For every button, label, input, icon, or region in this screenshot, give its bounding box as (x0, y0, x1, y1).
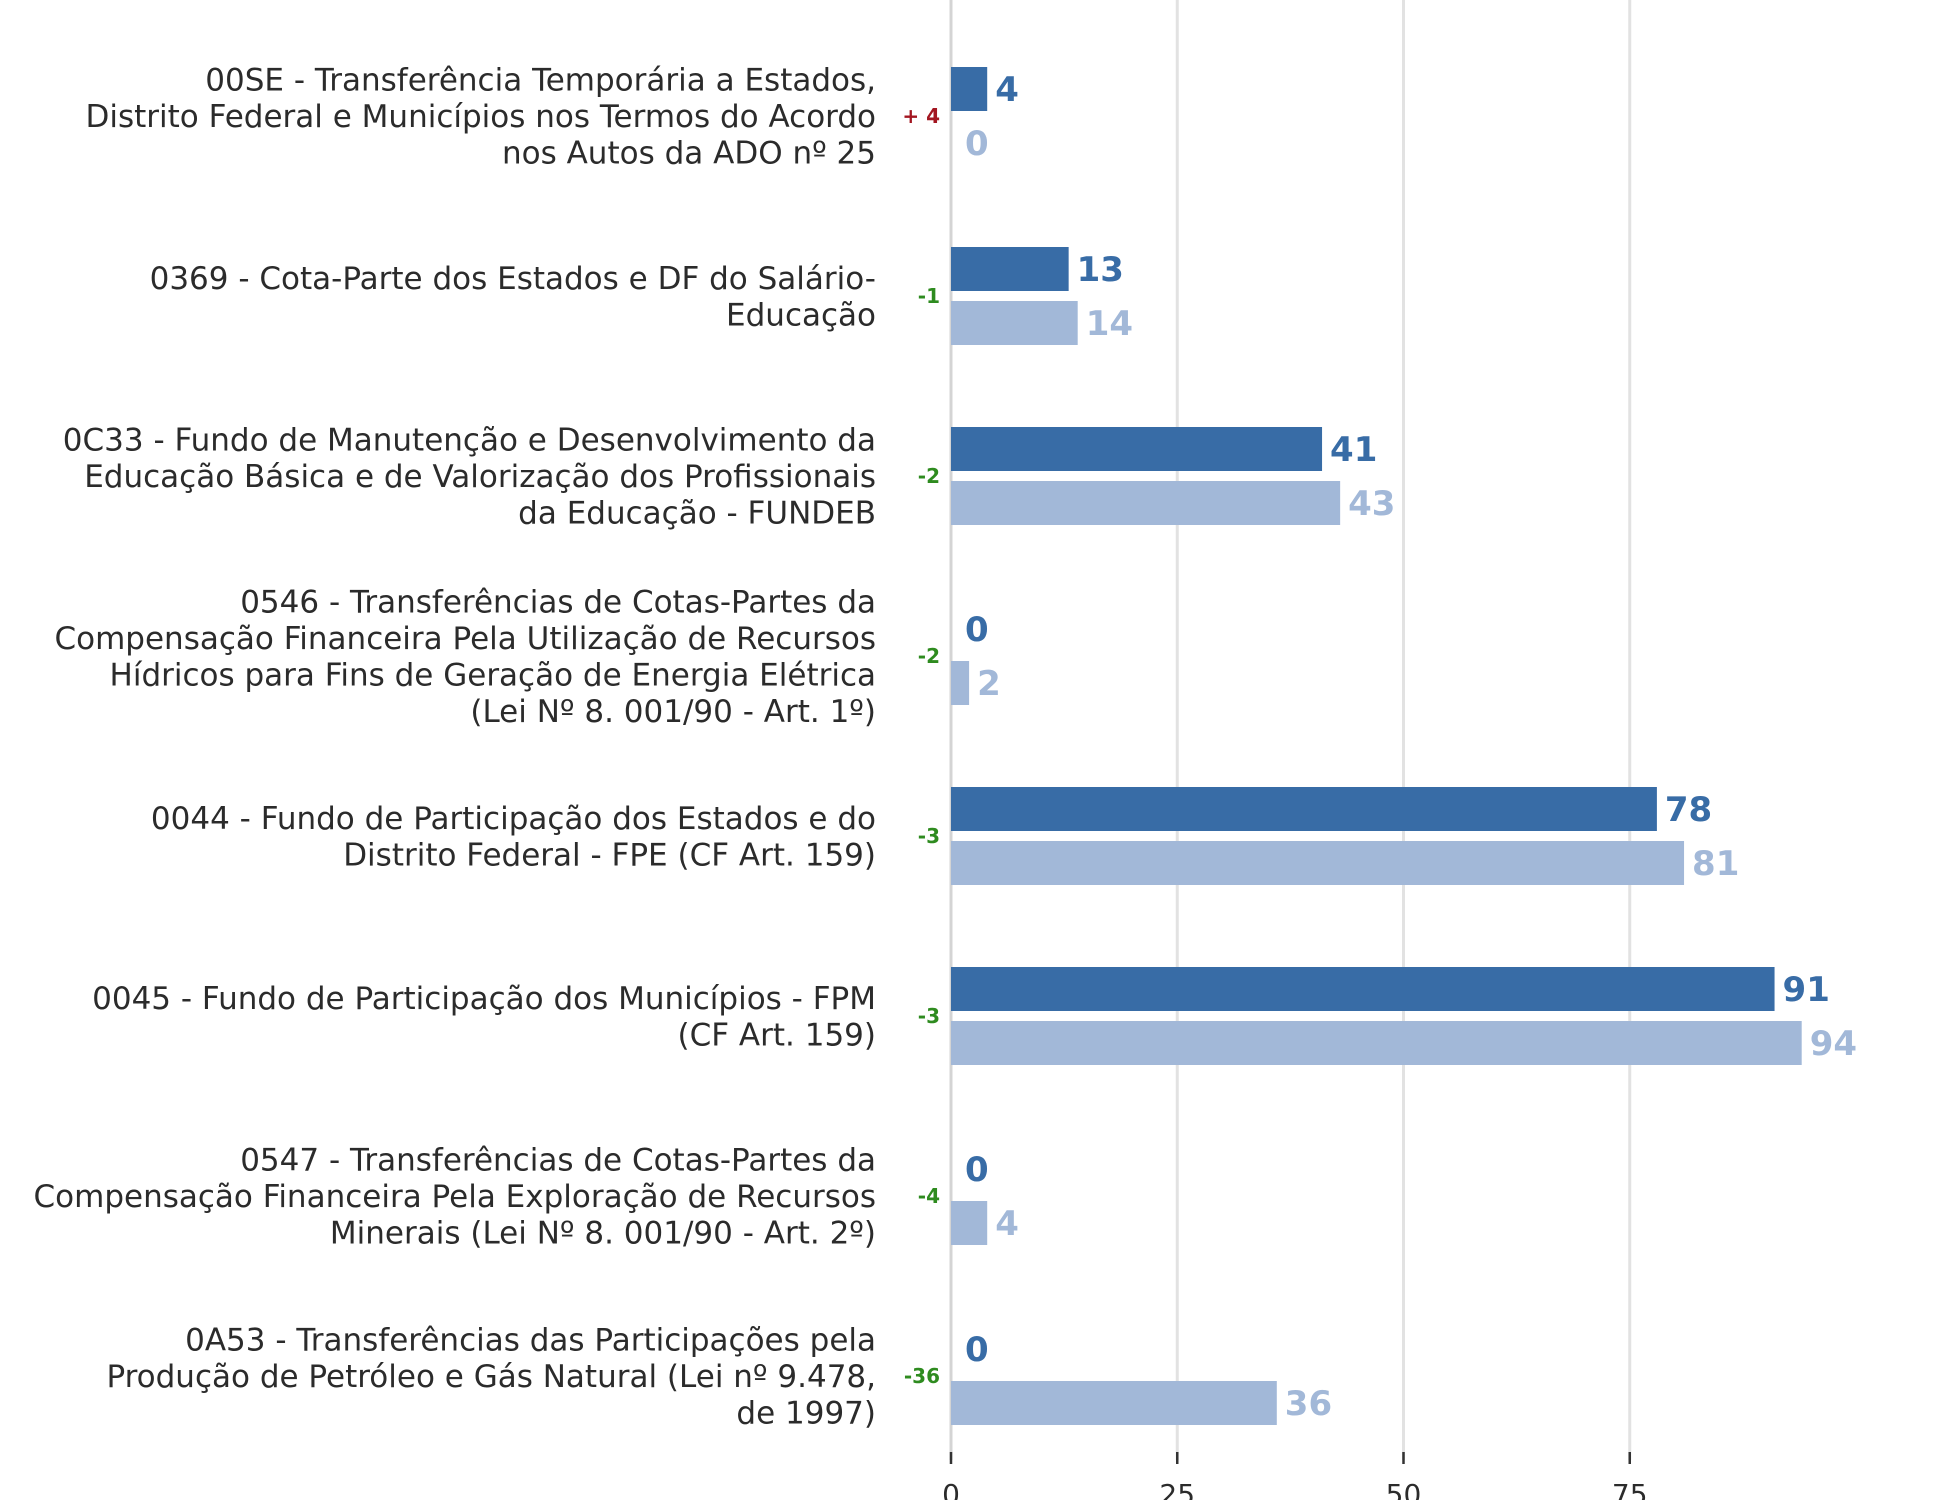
category-label: 0369 - Cota-Parte dos Estados e DF do Sa… (150, 261, 876, 334)
category-label: 00SE - Transferência Temporária a Estado… (85, 63, 876, 172)
category-label-line: 0369 - Cota-Parte dos Estados e DF do Sa… (150, 261, 876, 297)
bar (951, 661, 970, 705)
category-label-line: Compensação Financeira Pela Utilização d… (55, 621, 877, 657)
category-label-line: nos Autos da ADO nº 25 (502, 136, 876, 172)
data-label: 14 (1086, 304, 1133, 344)
category-label-line: Produção de Petróleo e Gás Natural (Lei … (106, 1359, 876, 1395)
category-label-line: (Lei Nº 8. 001/90 - Art. 1º) (470, 694, 876, 730)
data-label: 94 (1810, 1024, 1857, 1064)
x-tick-label: 50 (1386, 1478, 1422, 1500)
category-label-line: da Educação - FUNDEB (518, 496, 876, 532)
data-label: 36 (1285, 1384, 1332, 1424)
category-label-line: 0547 - Transferências de Cotas-Partes da (240, 1143, 876, 1179)
bar (951, 1381, 1277, 1425)
category-label-line: Educação (726, 297, 876, 333)
data-label: 0 (965, 124, 989, 164)
category-label-line: 0A53 - Transferências das Participações … (185, 1323, 876, 1359)
difference-label: -3 (918, 824, 940, 848)
data-label: 91 (1783, 970, 1830, 1010)
bar (951, 787, 1657, 831)
bar (951, 247, 1069, 291)
data-label: 43 (1348, 484, 1395, 524)
data-label: 0 (965, 610, 989, 650)
category-label-line: 0C33 - Fundo de Manutenção e Desenvolvim… (63, 423, 876, 459)
category-label-line: (CF Art. 159) (677, 1017, 876, 1053)
category-label-line: Compensação Financeira Pela Exploração d… (34, 1179, 876, 1215)
difference-label: -1 (918, 284, 940, 308)
x-tick-label: 25 (1159, 1478, 1195, 1500)
category-label-line: 00SE - Transferência Temporária a Estado… (205, 63, 876, 99)
category-label: 0C33 - Fundo de Manutenção e Desenvolvim… (63, 423, 876, 532)
difference-label: -3 (918, 1004, 940, 1028)
data-label: 4 (995, 70, 1019, 110)
category-label-line: 0045 - Fundo de Participação dos Municíp… (92, 981, 876, 1017)
category-label-line: de 1997) (736, 1396, 876, 1432)
data-label: 2 (977, 664, 1001, 704)
category-label-line: Distrito Federal e Municípios nos Termos… (85, 99, 876, 135)
data-label: 0 (965, 1150, 989, 1190)
difference-label: -2 (918, 644, 940, 668)
category-label: 0547 - Transferências de Cotas-Partes da… (34, 1143, 876, 1252)
category-label-line: 0044 - Fundo de Participação dos Estados… (151, 801, 876, 837)
data-label: 0 (965, 1330, 989, 1370)
category-label-line: Educação Básica e de Valorização dos Pro… (84, 459, 876, 495)
difference-label: -36 (904, 1364, 940, 1388)
category-label: 0546 - Transferências de Cotas-Partes da… (55, 584, 877, 730)
category-label-line: Hídricos para Fins de Geração de Energia… (110, 657, 876, 693)
bar (951, 1021, 1802, 1065)
difference-label: -4 (918, 1184, 940, 1208)
bar (951, 67, 988, 111)
difference-label: + 4 (902, 104, 940, 128)
grid-layer (949, 0, 1632, 1460)
data-label: 41 (1330, 430, 1377, 470)
category-label-line: Minerais (Lei Nº 8. 001/90 - Art. 2º) (330, 1216, 876, 1252)
difference-label: -2 (918, 464, 940, 488)
data-label: 81 (1692, 844, 1739, 884)
category-label: 0044 - Fundo de Participação dos Estados… (151, 801, 876, 874)
bar (951, 841, 1685, 885)
bar (951, 1201, 988, 1245)
bars-layer (951, 67, 1802, 1425)
bar (951, 427, 1323, 471)
x-tick-label: 75 (1612, 1478, 1648, 1500)
data-label: 78 (1665, 790, 1712, 830)
category-label: 0A53 - Transferências das Participações … (106, 1323, 876, 1432)
x-tick-label: 0 (942, 1478, 960, 1500)
category-label: 0045 - Fundo de Participação dos Municíp… (92, 981, 876, 1054)
bar (951, 301, 1078, 345)
data-label: 4 (995, 1204, 1019, 1244)
category-label-line: 0546 - Transferências de Cotas-Partes da (240, 584, 876, 620)
bar (951, 481, 1341, 525)
data-label: 13 (1077, 250, 1124, 290)
x-axis: 0 25 50 75 (942, 1452, 1648, 1500)
category-label-line: Distrito Federal - FPE (CF Art. 159) (343, 837, 876, 873)
bar (951, 967, 1775, 1011)
